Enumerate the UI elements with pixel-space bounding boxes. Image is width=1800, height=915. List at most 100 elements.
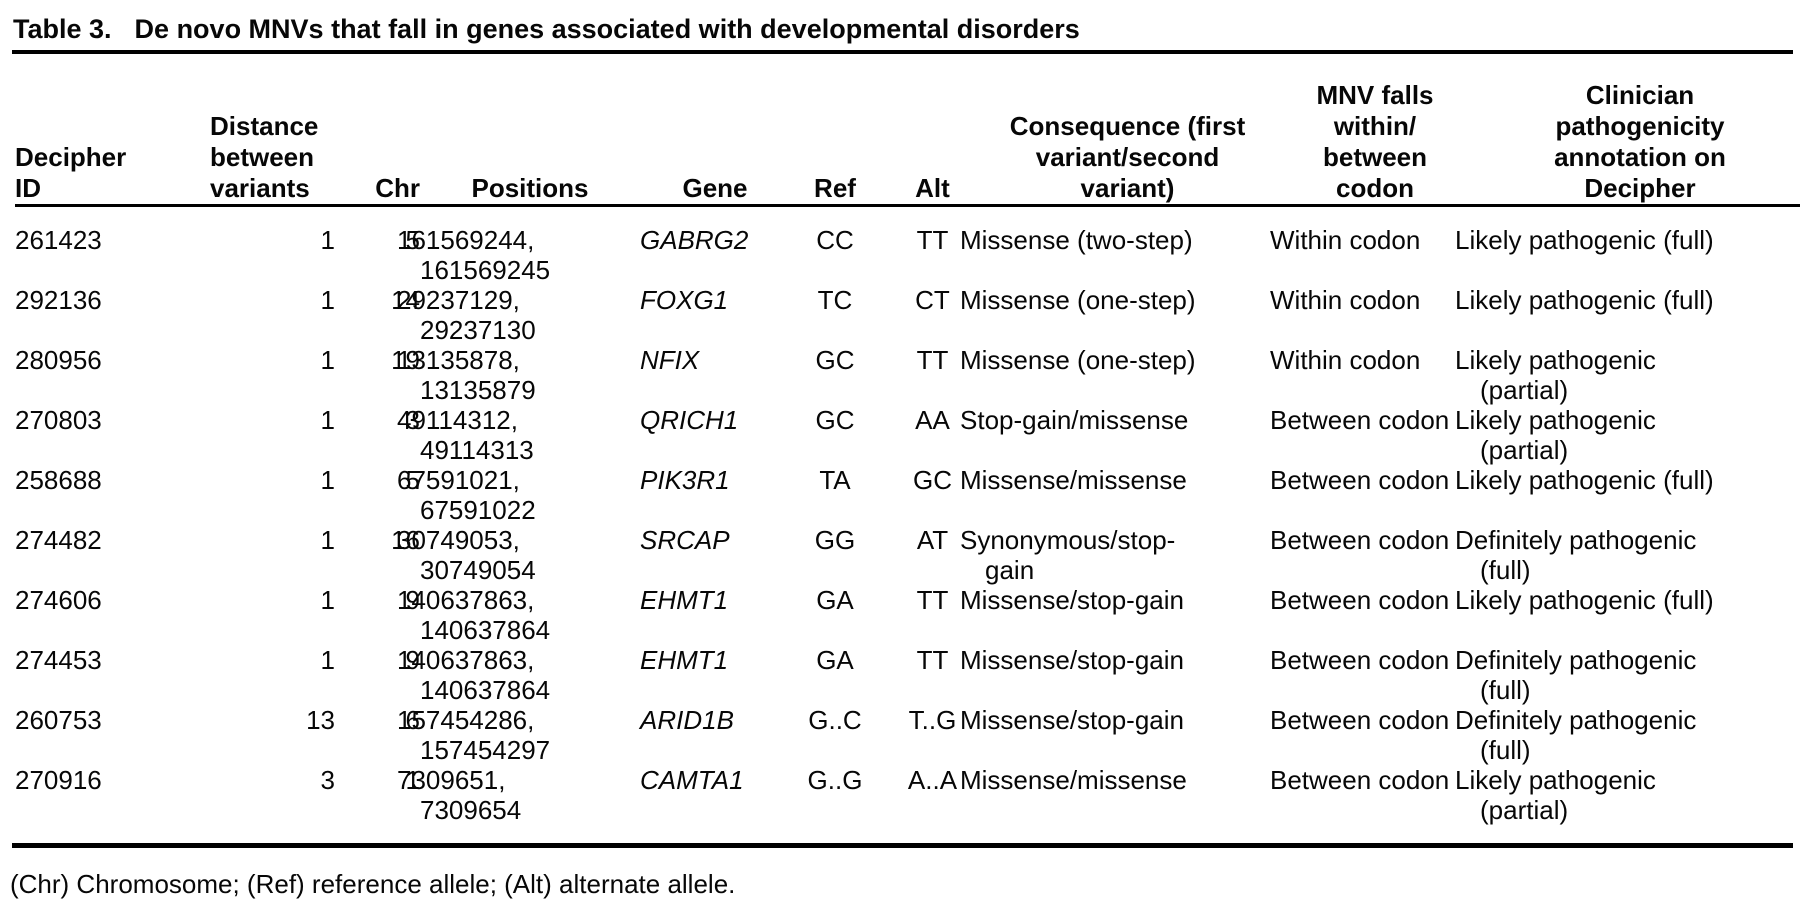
cell-gene: CAMTA1	[640, 764, 744, 795]
cell-positions: 140637863, 140637864	[397, 644, 551, 705]
cell-pathogenicity: Likely pathogenic (full)	[1455, 224, 1714, 255]
header-row: Decipher ID Distance between variants Chr Posi…	[15, 54, 1800, 207]
cell-ref: TA	[819, 464, 851, 495]
cell-positions: 67591021, 67591022	[397, 464, 536, 525]
cell-alt: T..G	[908, 704, 957, 735]
table-row: 292136 1 14 29237129, 29237130 FOXG1 TC CT Misse…	[15, 285, 1800, 345]
table-row: 274606 1 9 140637863, 140637864 EHMT1 GA TT Miss…	[15, 585, 1800, 645]
cell-gene: EHMT1	[640, 644, 729, 675]
cell-pathogenicity: Likely pathogenic (full)	[1455, 584, 1714, 615]
table-row: 270803 1 3 49114312, 49114313 QRICH1 GC AA Stop-…	[15, 405, 1800, 465]
cell-chr: 16	[391, 524, 420, 555]
cell-consequence: Synonymous/stop-gain	[960, 524, 1176, 585]
cell-gene: PIK3R1	[640, 464, 730, 495]
column-header-positions: Positions	[420, 54, 640, 207]
cell-distance: 13	[306, 704, 335, 735]
cell-pathogenicity: Definitely pathogenic (full)	[1455, 644, 1697, 705]
table-row: 260753 13 6 157454286, 157454297 ARID1B G..C T.…	[15, 705, 1800, 765]
column-header-alt: Alt	[880, 54, 985, 207]
cell-pathogenicity: Definitely pathogenic (full)	[1455, 524, 1697, 585]
cell-consequence: Missense/missense	[960, 464, 1187, 495]
cell-chr: 5	[405, 224, 420, 255]
cell-distance: 1	[320, 224, 335, 255]
cell-ref: TC	[817, 284, 853, 315]
cell-distance: 1	[320, 344, 335, 375]
cell-decipher_id: 270916	[15, 764, 102, 795]
cell-consequence: Missense (two-step)	[960, 224, 1193, 255]
table-number-label: Table 3.	[13, 14, 112, 44]
column-header-consequence: Consequence (first variant/second variant)	[985, 54, 1270, 207]
cell-alt: CT	[915, 284, 950, 315]
cell-codon: Between codon	[1270, 764, 1450, 795]
cell-decipher_id: 274606	[15, 584, 102, 615]
cell-codon: Between codon	[1270, 404, 1450, 435]
cell-chr: 1	[405, 764, 420, 795]
column-header-pathogenicity: Clinician pathogenicity annotation on Decip…	[1480, 54, 1800, 207]
cell-pathogenicity: Likely pathogenic (partial)	[1455, 344, 1656, 405]
cell-ref: GC	[815, 404, 855, 435]
cell-decipher_id: 260753	[15, 704, 102, 735]
mnv-table: Decipher ID Distance between variants Chr Posi…	[15, 54, 1800, 843]
cell-consequence: Stop-gain/missense	[960, 404, 1189, 435]
table-row: 261423 1 5 161569244, 161569245 GABRG2 CC TT Mis…	[15, 205, 1800, 285]
cell-decipher_id: 261423	[15, 224, 102, 255]
table-row: 270916 3 1 7309651, 7309654 CAMTA1 G..G A..A Mis…	[15, 765, 1800, 843]
cell-distance: 1	[320, 464, 335, 495]
top-divider	[12, 50, 1793, 54]
cell-consequence: Missense/stop-gain	[960, 584, 1184, 615]
cell-consequence: Missense/missense	[960, 764, 1187, 795]
cell-alt: TT	[916, 224, 949, 255]
table-caption: Table 3. De novo MNVs that fall in genes …	[0, 0, 1800, 45]
cell-pathogenicity: Definitely pathogenic (full)	[1455, 704, 1697, 765]
cell-chr: 5	[405, 464, 420, 495]
cell-consequence: Missense (one-step)	[960, 344, 1196, 375]
table-header: Decipher ID Distance between variants Chr Posi…	[15, 54, 1800, 207]
bottom-divider	[12, 842, 1793, 848]
cell-ref: GA	[816, 584, 854, 615]
cell-pathogenicity: Likely pathogenic (partial)	[1455, 404, 1656, 465]
cell-distance: 1	[320, 524, 335, 555]
table-title-text: De novo MNVs that fall in genes associat…	[134, 14, 1080, 44]
cell-codon: Between codon	[1270, 464, 1450, 495]
cell-codon: Within codon	[1270, 284, 1421, 315]
cell-consequence: Missense/stop-gain	[960, 644, 1184, 675]
cell-gene: FOXG1	[640, 284, 729, 315]
column-header-ref: Ref	[790, 54, 880, 207]
cell-positions: 7309651, 7309654	[397, 764, 522, 825]
cell-positions: 13135878, 13135879	[397, 344, 536, 405]
cell-decipher_id: 270803	[15, 404, 102, 435]
cell-consequence: Missense (one-step)	[960, 284, 1196, 315]
table-row: 274482 1 16 30749053, 30749054 SRCAP GG AT Synon…	[15, 525, 1800, 585]
cell-codon: Between codon	[1270, 644, 1450, 675]
table-row: 258688 1 5 67591021, 67591022 PIK3R1 TA GC Misse…	[15, 465, 1800, 525]
cell-gene: NFIX	[640, 344, 700, 375]
cell-gene: ARID1B	[640, 704, 734, 735]
cell-ref: CC	[816, 224, 854, 255]
cell-codon: Between codon	[1270, 524, 1450, 555]
cell-distance: 1	[320, 404, 335, 435]
cell-chr: 19	[391, 344, 420, 375]
cell-decipher_id: 258688	[15, 464, 102, 495]
cell-alt: TT	[916, 344, 949, 375]
cell-chr: 9	[405, 644, 420, 675]
table-body: 261423 1 5 161569244, 161569245 GABRG2 CC TT Mis…	[15, 205, 1800, 843]
column-header-gene: Gene	[640, 54, 790, 207]
column-header-codon: MNV falls within/between codon	[1270, 54, 1480, 207]
cell-pathogenicity: Likely pathogenic (full)	[1455, 464, 1714, 495]
column-header-decipher_id: Decipher ID	[15, 54, 210, 207]
cell-alt: GC	[913, 464, 952, 495]
cell-gene: EHMT1	[640, 584, 729, 615]
cell-distance: 1	[320, 584, 335, 615]
cell-positions: 30749053, 30749054	[397, 524, 536, 585]
cell-consequence: Missense/stop-gain	[960, 704, 1184, 735]
column-header-chr: Chr	[335, 54, 420, 207]
table-footnote: (Chr) Chromosome; (Ref) reference allele…	[10, 868, 736, 899]
cell-chr: 14	[391, 284, 420, 315]
cell-decipher_id: 274453	[15, 644, 102, 675]
cell-chr: 3	[405, 404, 420, 435]
cell-positions: 29237129, 29237130	[397, 284, 536, 345]
cell-alt: AT	[916, 524, 949, 555]
cell-alt: AA	[915, 404, 950, 435]
cell-alt: A..A	[907, 764, 958, 795]
